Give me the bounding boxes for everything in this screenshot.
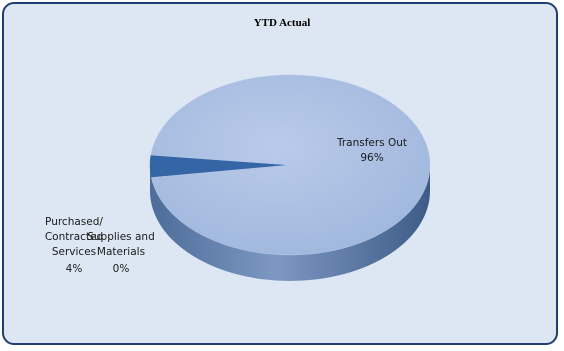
slice-label-supplies-line2: Materials — [97, 246, 145, 258]
pie-top — [149, 74, 431, 256]
slice-label-purchased-line2: Contracted — [45, 231, 103, 243]
slice-label-supplies-and-materials: Supplies and Materials 0% — [87, 231, 155, 275]
pie-side-wall — [150, 165, 430, 281]
slice-label-supplies-line1: Supplies and — [87, 231, 155, 243]
slice-label-transfers-out-category: Transfers Out — [336, 137, 407, 149]
slice-label-purchased-contracted-services: Purchased/ Contracted Services 4% — [45, 216, 104, 275]
slice-label-purchased-line3: Services — [52, 246, 96, 258]
slice-label-supplies-percent: 0% — [113, 263, 130, 275]
slice-label-purchased-percent: 4% — [66, 263, 83, 275]
pie-side-face — [150, 165, 430, 281]
slice-label-purchased-line1: Purchased/ — [45, 216, 103, 228]
slice-label-transfers-out-percent: 96% — [360, 152, 383, 164]
pie-slice-transfers-out — [150, 74, 431, 256]
chart-title: YTD Actual — [254, 17, 311, 29]
slice-label-transfers-out: Transfers Out 96% — [336, 137, 407, 164]
